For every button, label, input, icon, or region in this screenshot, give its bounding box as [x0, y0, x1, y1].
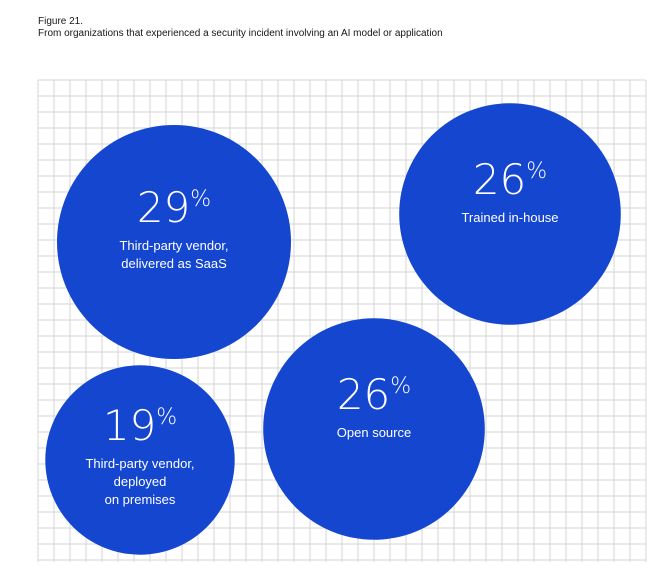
bubble-label-1-line-1: Third-party vendor, [119, 238, 228, 253]
bubble-1 [57, 125, 291, 359]
bubble-label-4-line-2: deployed [114, 474, 167, 489]
bubble-value-1: 29% [137, 183, 211, 232]
figure-title: From organizations that experienced a se… [38, 28, 443, 39]
figure-caption: Figure 21. From organizations that exper… [38, 16, 458, 40]
bubble-value-3: 26% [337, 370, 411, 419]
bubbles-layer: 29% Third-party vendor, delivered as SaaS 2… [45, 103, 621, 555]
bubble-label-2-line-1: Trained in-house [461, 210, 558, 225]
bubble-value-4: 19% [103, 401, 177, 450]
bubble-label-4-line-3: on premises [105, 492, 176, 507]
bubble-3 [263, 318, 485, 540]
figure-label: Figure 21. [38, 16, 84, 27]
bubble-label-4-line-1: Third-party vendor, [85, 456, 194, 471]
bubble-label-3-line-1: Open source [337, 425, 411, 440]
bubble-2 [399, 103, 621, 325]
bubble-value-2: 26% [473, 155, 547, 204]
bubble-4 [45, 365, 235, 555]
bubble-label-1-line-2: delivered as SaaS [121, 256, 227, 271]
